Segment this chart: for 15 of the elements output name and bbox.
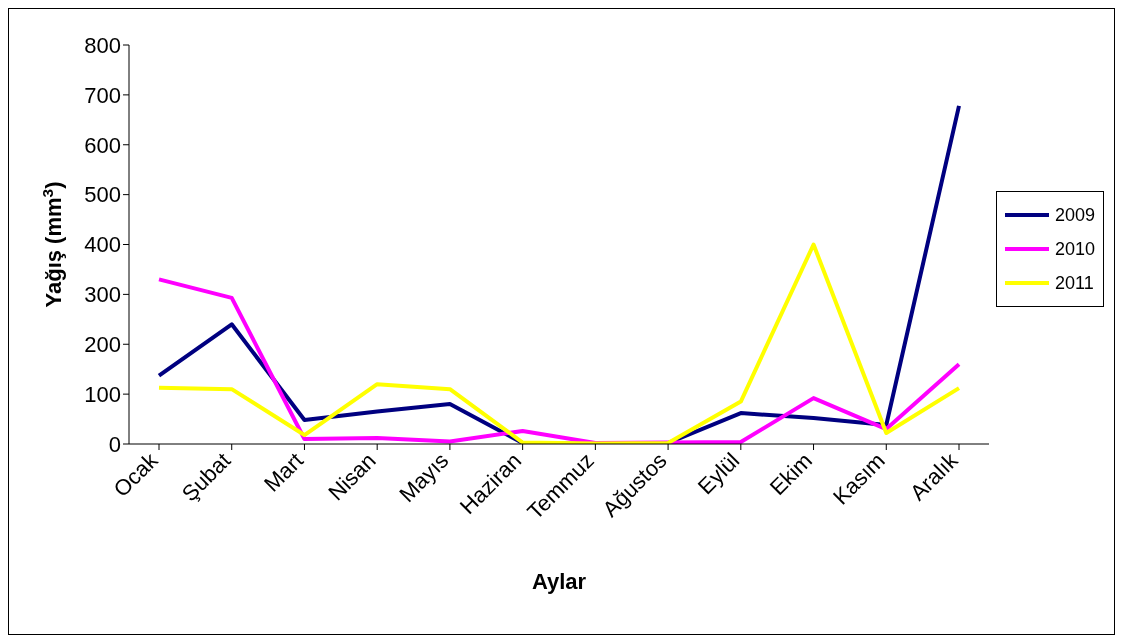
y-tick-label: 600	[84, 132, 121, 158]
legend-label: 2011	[1055, 272, 1094, 294]
y-tick-label: 400	[84, 232, 121, 258]
y-tick-label: 300	[84, 282, 121, 308]
legend-label: 2009	[1055, 204, 1096, 226]
legend-label: 2010	[1055, 238, 1096, 260]
x-axis-title: Aylar	[531, 569, 587, 594]
y-tick-label: 500	[84, 182, 121, 208]
y-tick-label: 200	[84, 332, 121, 358]
y-tick-label: 700	[84, 82, 121, 108]
line-series	[157, 103, 961, 444]
y-tick-label: 800	[84, 32, 121, 58]
y-tick-label: 100	[84, 381, 121, 407]
line-series	[157, 242, 961, 444]
y-tick-label: 0	[108, 431, 121, 457]
